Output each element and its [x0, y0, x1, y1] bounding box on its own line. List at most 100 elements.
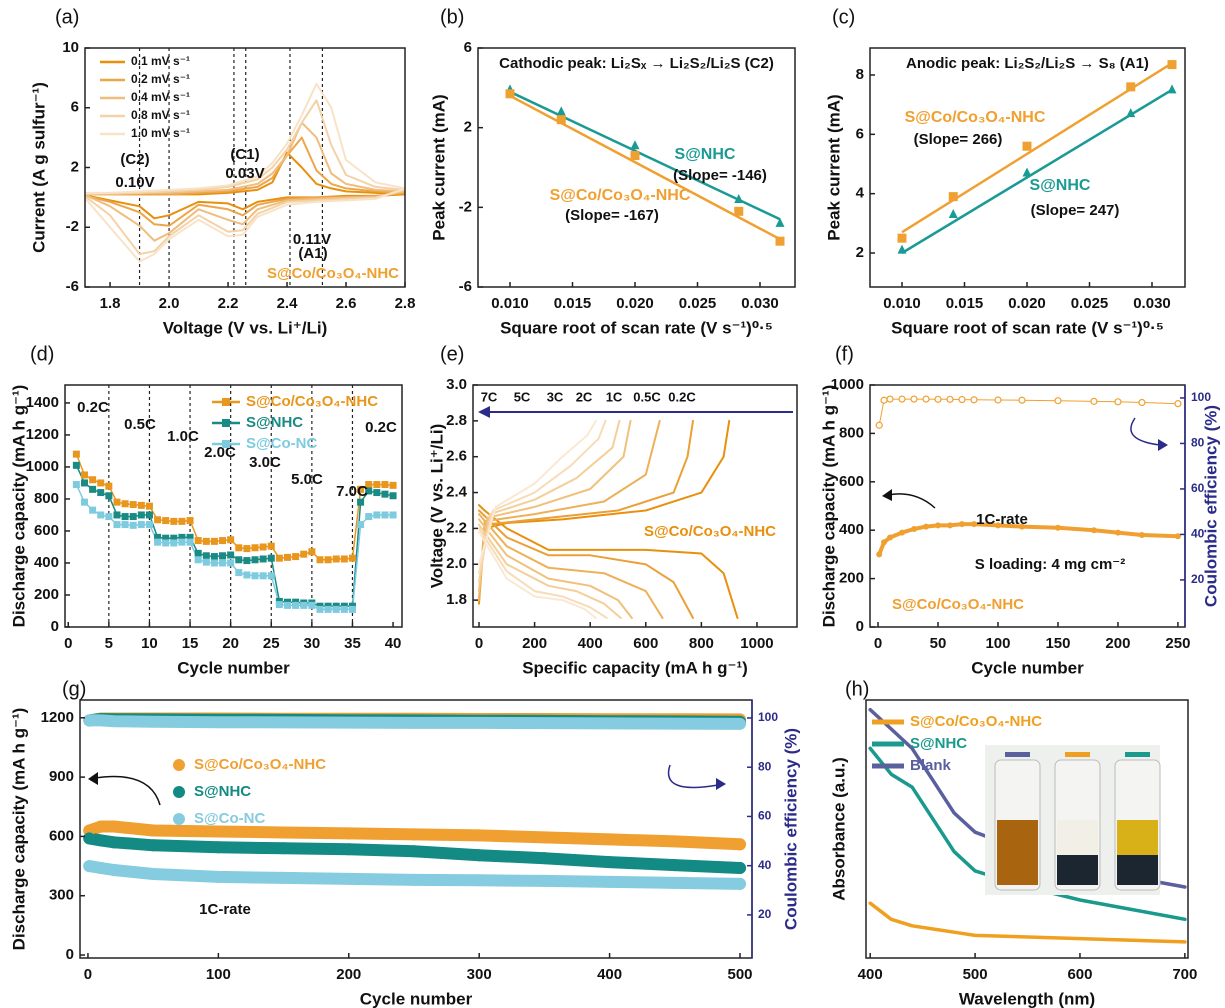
- marker: [308, 548, 316, 556]
- marker: [910, 395, 918, 403]
- marker: [154, 538, 162, 546]
- marker: [389, 511, 397, 519]
- marker: [137, 511, 145, 519]
- series-label: S@Co/Co₃O₄-NHC: [550, 187, 691, 204]
- x-axis-label: Cycle number: [177, 658, 290, 677]
- marker: [734, 838, 747, 851]
- annotation: (C2): [120, 151, 149, 168]
- annotation: (A1): [298, 245, 327, 262]
- marker: [308, 601, 316, 609]
- marker: [147, 824, 160, 837]
- rate-label: 2C: [576, 389, 593, 404]
- x-tick-label: 2.2: [218, 295, 239, 312]
- series-line: [478, 419, 621, 584]
- marker: [630, 151, 640, 161]
- marker: [316, 605, 324, 613]
- marker: [121, 521, 129, 529]
- y2-tick-label: 100: [1191, 390, 1211, 404]
- x-tick-label: 200: [522, 635, 547, 652]
- marker: [971, 521, 978, 528]
- x-tick-label: 35: [344, 635, 361, 652]
- y-axis-label: Discharge capacity (mA h g⁻¹): [9, 385, 28, 628]
- vial-cap: [1005, 752, 1030, 757]
- marker: [202, 558, 210, 566]
- y-tick-label: 2: [71, 158, 79, 175]
- marker: [212, 825, 225, 838]
- marker: [1022, 167, 1032, 177]
- panel-label: (g): [62, 678, 86, 700]
- marker: [259, 543, 267, 551]
- marker: [348, 554, 356, 562]
- legend-label: 0.8 mV s⁻¹: [131, 108, 190, 122]
- axes-frame: [865, 699, 1189, 959]
- series-label: S@NHC: [675, 146, 736, 163]
- marker: [129, 521, 137, 529]
- marker: [292, 553, 300, 561]
- y2-axis-label: Coulombic efficiency (%): [781, 728, 800, 930]
- marker: [899, 529, 906, 536]
- marker: [113, 498, 121, 506]
- chart-title: Cathodic peak: Li₂Sₓ → Li₂S₂/Li₂S (C2): [499, 55, 774, 72]
- x-axis-label: Square root of scan rate (V s⁻¹)⁰·⁵: [500, 318, 773, 337]
- x-tick-label: 100: [206, 966, 231, 983]
- marker: [881, 539, 888, 546]
- marker: [227, 559, 235, 567]
- marker: [202, 537, 210, 545]
- x-tick-label: 700: [1172, 966, 1197, 983]
- y-tick-label: 2: [464, 119, 472, 136]
- marker: [113, 521, 121, 529]
- marker: [162, 534, 170, 542]
- marker: [170, 517, 178, 525]
- legend-marker: [173, 759, 185, 771]
- vial-photo: [985, 745, 1161, 895]
- annotation: 1.0C: [167, 428, 199, 445]
- series-line: [868, 901, 1187, 944]
- x-axis-label: Cycle number: [360, 989, 473, 1008]
- marker: [994, 522, 1001, 529]
- x-tick-label: 0.015: [946, 295, 984, 312]
- marker: [80, 498, 88, 506]
- marker: [324, 556, 332, 564]
- x-axis-label: Voltage (V vs. Li⁺/Li): [163, 318, 328, 337]
- marker: [267, 554, 275, 562]
- marker: [300, 601, 308, 609]
- plot-area: [85, 48, 405, 287]
- plot-area: [83, 712, 746, 890]
- series-line: [75, 483, 394, 611]
- marker: [1126, 82, 1136, 92]
- marker: [373, 489, 381, 497]
- marker: [251, 556, 259, 564]
- series-line: [478, 509, 694, 619]
- rate-label: 1C: [606, 389, 623, 404]
- y2-tick-label: 100: [758, 710, 778, 724]
- marker: [219, 552, 227, 560]
- marker: [603, 875, 616, 888]
- marker: [137, 521, 145, 529]
- marker: [1090, 397, 1098, 405]
- marker: [1114, 398, 1122, 406]
- x-tick-label: 0.030: [1133, 295, 1171, 312]
- vial-powder: [1057, 855, 1098, 885]
- marker: [316, 556, 324, 564]
- x-tick-label: 40: [385, 635, 402, 652]
- x-axis-label: Specific capacity (mA h g⁻¹): [522, 658, 748, 677]
- x-axis-label: Cycle number: [971, 658, 1084, 677]
- x-tick-label: 600: [633, 635, 658, 652]
- y-tick-label: 6: [856, 125, 864, 142]
- marker: [284, 553, 292, 561]
- marker: [1018, 523, 1025, 530]
- marker: [243, 545, 251, 553]
- marker: [1174, 400, 1182, 408]
- y-tick-label: 2: [856, 244, 864, 261]
- x-tick-label: 150: [1045, 635, 1070, 652]
- axes-frame: [477, 47, 796, 288]
- marker: [922, 395, 930, 403]
- y-axis-label: Discharge capacity (mA h g⁻¹): [819, 385, 838, 628]
- y-tick-label: 0: [51, 618, 59, 635]
- marker: [243, 571, 251, 579]
- y-tick-label: 600: [34, 522, 59, 539]
- marker: [292, 601, 300, 609]
- legend-marker: [222, 419, 230, 427]
- rate-label: 3C: [547, 389, 564, 404]
- pointer-arrow-head: [88, 772, 98, 785]
